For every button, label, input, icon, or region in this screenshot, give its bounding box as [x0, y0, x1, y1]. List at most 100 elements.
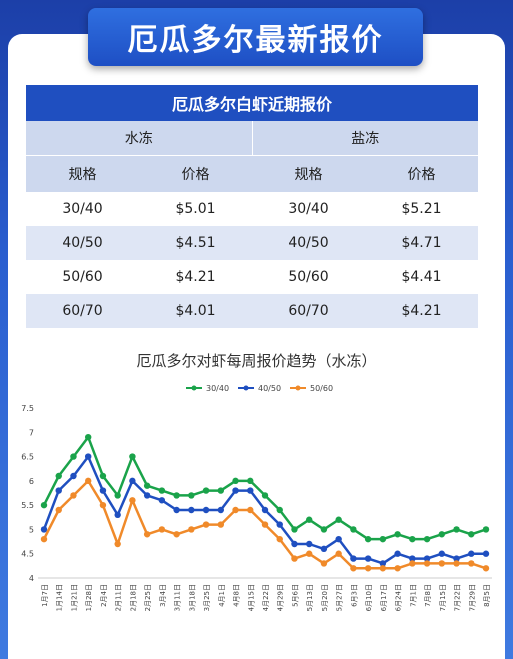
group-header-salt-frozen: 盐冻 — [252, 121, 478, 156]
data-point — [55, 506, 62, 514]
legend-marker — [243, 385, 249, 391]
x-tick-label: 1月7日 — [41, 584, 49, 607]
x-tick-label: 8月5日 — [483, 584, 491, 607]
data-point — [85, 477, 92, 485]
data-point — [350, 555, 357, 562]
data-point — [99, 487, 107, 494]
data-point — [129, 453, 136, 460]
x-tick-label: 2月18日 — [129, 584, 137, 611]
x-tick-label: 6月3日 — [350, 584, 358, 607]
y-tick-label: 4.5 — [21, 550, 34, 559]
data-point — [276, 521, 283, 528]
data-point — [291, 540, 298, 548]
data-point — [409, 560, 416, 567]
data-point — [291, 555, 298, 562]
legend-label: 30/40 — [206, 384, 229, 393]
column-header: 价格 — [365, 155, 478, 192]
chart-title: 厄瓜多尔对虾每周报价趋势（水冻） — [136, 352, 377, 370]
table-cell: 30/40 — [252, 192, 365, 226]
data-point — [335, 535, 342, 543]
x-tick-label: 1月28日 — [85, 584, 93, 611]
y-tick-label: 7 — [29, 428, 34, 437]
data-point — [350, 565, 357, 572]
data-point — [306, 550, 313, 557]
data-point — [320, 560, 328, 567]
data-point — [379, 565, 387, 572]
data-point — [202, 506, 210, 514]
data-point — [335, 550, 342, 557]
x-tick-label: 7月8日 — [424, 584, 432, 607]
x-tick-label: 7月29日 — [468, 584, 476, 611]
data-point — [55, 487, 62, 494]
table-title: 厄瓜多尔白虾近期报价 — [26, 85, 478, 121]
table-cell: 50/60 — [252, 260, 365, 294]
column-header: 价格 — [139, 155, 252, 192]
table-row: 30/40 $5.01 30/40 $5.21 — [26, 192, 478, 226]
data-point — [70, 492, 77, 499]
x-tick-label: 5月13日 — [306, 584, 314, 611]
x-tick-label: 7月1日 — [409, 584, 417, 607]
data-point — [261, 521, 269, 528]
data-point — [394, 531, 401, 538]
x-tick-label: 5月27日 — [336, 584, 344, 611]
data-point — [364, 565, 372, 572]
data-point — [453, 555, 460, 562]
x-tick-label: 2月4日 — [100, 584, 108, 607]
data-point — [40, 535, 48, 543]
x-tick-label: 6月10日 — [365, 584, 373, 611]
data-point — [364, 555, 372, 562]
x-tick-label: 1月14日 — [56, 584, 64, 611]
x-tick-label: 4月1日 — [218, 584, 226, 607]
table-cell: $4.21 — [139, 260, 252, 294]
legend-marker — [191, 385, 197, 391]
data-point — [364, 535, 372, 543]
data-point — [173, 531, 180, 538]
legend-label: 50/60 — [310, 384, 333, 393]
x-tick-label: 5月20日 — [321, 584, 329, 611]
data-point — [40, 501, 48, 509]
data-point — [320, 526, 328, 533]
y-tick-label: 6.5 — [21, 453, 34, 462]
x-tick-label: 4月8日 — [233, 584, 241, 607]
data-point — [70, 472, 77, 480]
data-point — [114, 492, 121, 499]
legend-label: 40/50 — [258, 384, 281, 393]
data-point — [453, 526, 460, 533]
data-point — [276, 506, 283, 514]
data-point — [217, 521, 224, 528]
x-tick-label: 3月4日 — [159, 584, 167, 607]
data-point — [394, 565, 401, 572]
data-point — [173, 506, 180, 514]
data-point — [261, 492, 269, 499]
data-point — [276, 535, 283, 543]
table-cell: 40/50 — [26, 226, 139, 260]
data-point — [55, 472, 62, 480]
table-cell: $4.51 — [139, 226, 252, 260]
table-cell: 40/50 — [252, 226, 365, 260]
data-point — [438, 531, 445, 538]
y-tick-label: 5 — [29, 525, 34, 534]
data-point — [188, 506, 195, 514]
data-point — [188, 526, 195, 533]
x-tick-label: 3月11日 — [174, 584, 182, 611]
data-point — [173, 492, 180, 499]
table-cell: $5.21 — [365, 192, 478, 226]
page-title: 厄瓜多尔最新报价 — [88, 8, 423, 66]
data-point — [217, 487, 224, 494]
legend-marker — [295, 385, 301, 391]
group-header-water-frozen: 水冻 — [26, 121, 253, 156]
table-cell: $4.01 — [139, 294, 252, 328]
data-point — [394, 550, 401, 557]
table-cell: $4.21 — [365, 294, 478, 328]
data-point — [438, 550, 445, 557]
data-point — [143, 531, 151, 538]
table-cell: 60/70 — [252, 294, 365, 328]
data-point — [482, 526, 490, 533]
table-cell: 30/40 — [26, 192, 139, 226]
x-tick-label: 4月29日 — [277, 584, 285, 611]
data-point — [468, 531, 475, 538]
y-tick-label: 4 — [29, 574, 34, 583]
data-point — [438, 560, 445, 567]
data-point — [350, 526, 357, 533]
